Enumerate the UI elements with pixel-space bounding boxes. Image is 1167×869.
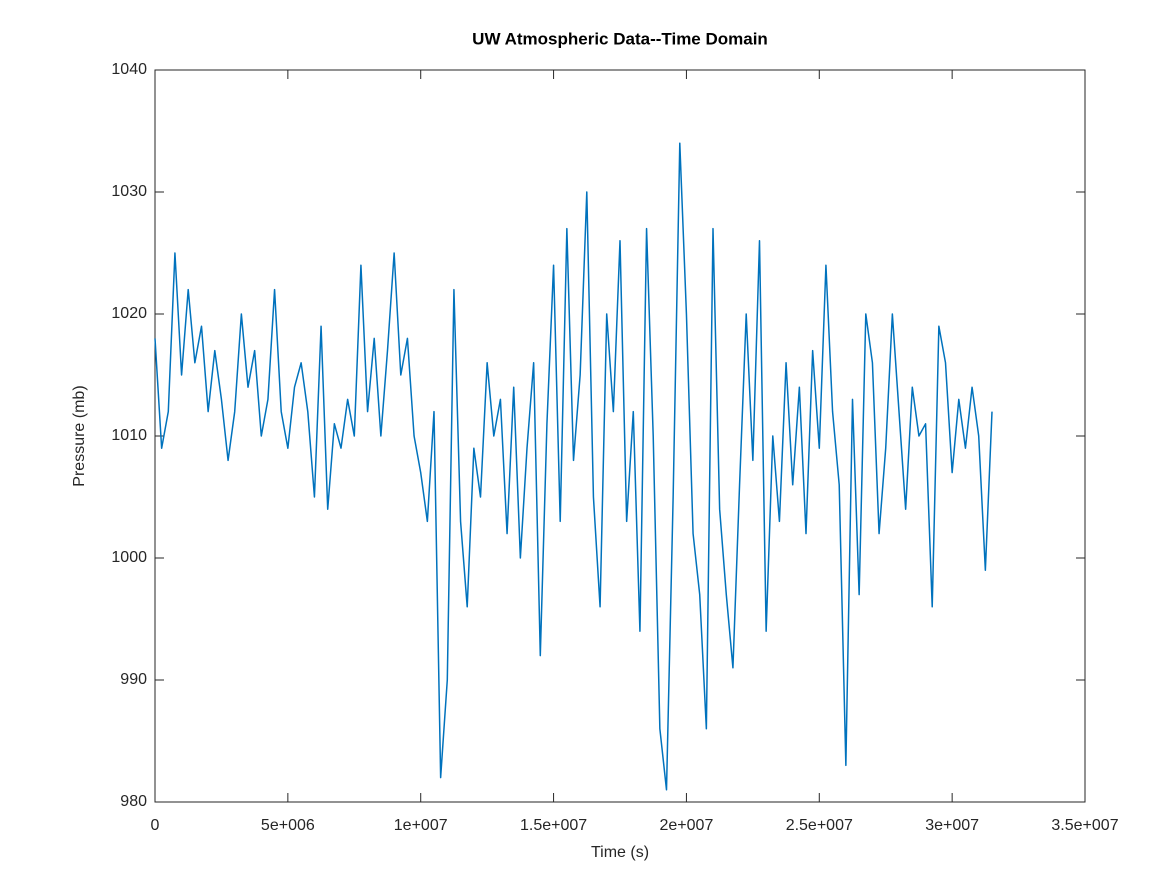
x-tick-label: 2.5e+007 <box>786 817 853 834</box>
y-tick-label: 990 <box>120 671 147 688</box>
x-axis-label: Time (s) <box>591 844 649 861</box>
x-tick-label: 0 <box>151 817 160 834</box>
x-tick-label: 1.5e+007 <box>520 817 587 834</box>
x-tick-label: 3.5e+007 <box>1051 817 1118 834</box>
y-tick-label: 1000 <box>111 549 147 566</box>
chart-title: UW Atmospheric Data--Time Domain <box>472 29 768 48</box>
y-tick-label: 980 <box>120 793 147 810</box>
x-tick-label: 1e+007 <box>394 817 448 834</box>
x-tick-label: 5e+006 <box>261 817 315 834</box>
y-tick-label: 1030 <box>111 183 147 200</box>
y-tick-label: 1040 <box>111 61 147 78</box>
y-axis-label: Pressure (mb) <box>71 385 88 486</box>
data-line <box>154 142 993 791</box>
x-tick-label: 3e+007 <box>925 817 979 834</box>
y-tick-label: 1010 <box>111 427 147 444</box>
x-tick-label: 2e+007 <box>660 817 714 834</box>
y-tick-label: 1020 <box>111 305 147 322</box>
plot-frame <box>154 69 1086 803</box>
